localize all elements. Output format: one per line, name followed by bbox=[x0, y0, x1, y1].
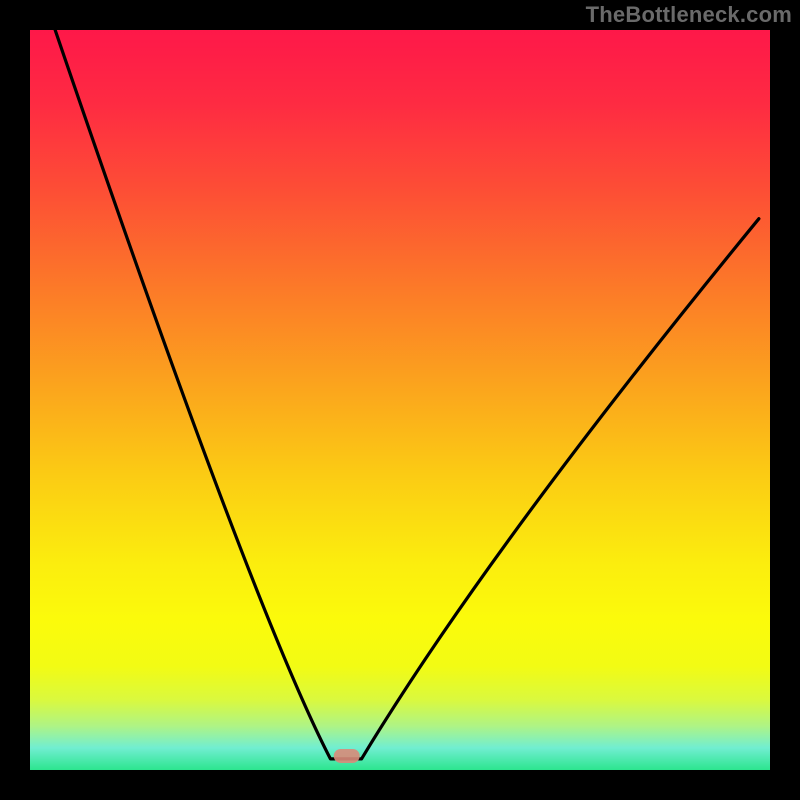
bottleneck-chart bbox=[0, 0, 800, 800]
plot-background bbox=[30, 30, 770, 770]
chart-stage: TheBottleneck.com bbox=[0, 0, 800, 800]
optimal-marker bbox=[334, 749, 360, 763]
watermark-text: TheBottleneck.com bbox=[586, 2, 792, 28]
